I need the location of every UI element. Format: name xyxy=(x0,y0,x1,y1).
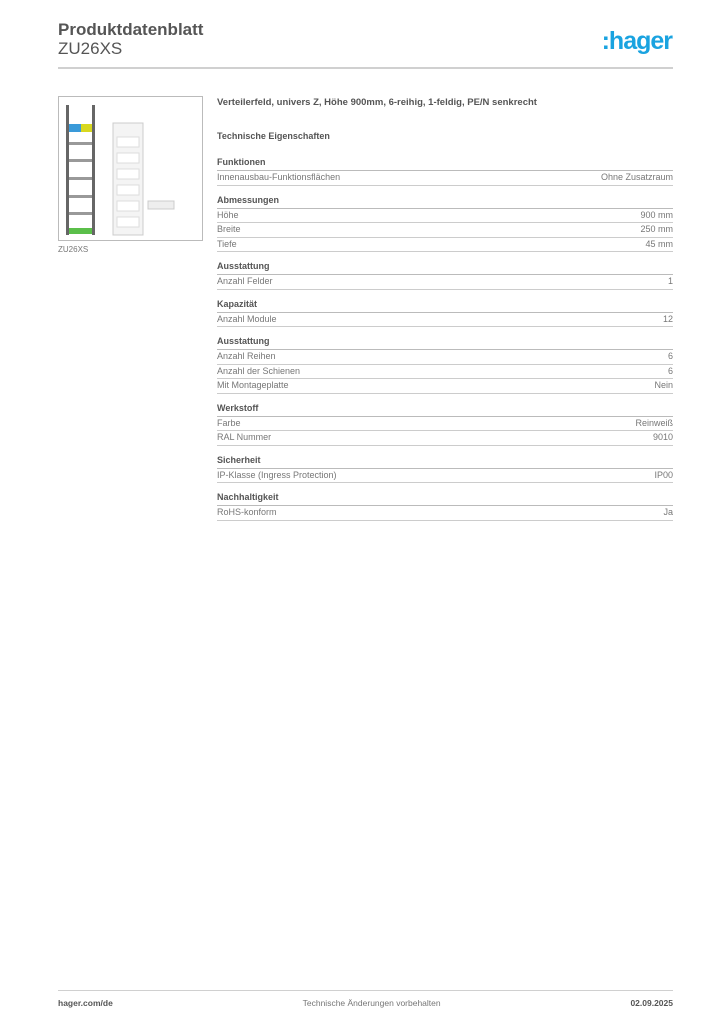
property-value: 1 xyxy=(667,276,673,286)
section-3: Kapazität Anzahl Module 12 xyxy=(217,299,673,327)
section-7: Nachhaltigkeit RoHS-konform Ja xyxy=(217,492,673,521)
tech-heading: Technische Eigenschaften xyxy=(217,131,330,141)
section-title: Werkstoff xyxy=(217,403,673,417)
property-row: Anzahl der Schienen 6 xyxy=(217,365,673,379)
property-label: IP-Klasse (Ingress Protection) xyxy=(217,469,337,480)
property-value: 6 xyxy=(667,351,673,361)
section-title: Sicherheit xyxy=(217,455,673,469)
property-row: Anzahl Reihen 6 xyxy=(217,350,673,365)
property-label: Mit Montageplatte xyxy=(217,380,289,390)
section-title: Funktionen xyxy=(217,157,673,171)
property-row: Anzahl Module 12 xyxy=(217,313,673,327)
section-title: Nachhaltigkeit xyxy=(217,492,673,506)
section-6: Sicherheit IP-Klasse (Ingress Protection)… xyxy=(217,455,673,483)
property-row: Farbe Reinweiß xyxy=(217,417,673,431)
property-row: Höhe 900 mm xyxy=(217,209,673,223)
property-label: RoHS-konform xyxy=(217,507,277,517)
property-value: Reinweiß xyxy=(635,417,673,428)
property-label: Breite xyxy=(217,224,241,234)
property-value: Ja xyxy=(663,507,673,517)
property-value: 45 mm xyxy=(645,238,673,249)
property-row: Mit Montageplatte Nein xyxy=(217,379,673,394)
section-0: Funktionen Innenausbau-Funktionsflächen Oh… xyxy=(217,157,673,186)
property-row: Breite 250 mm xyxy=(217,223,673,238)
product-details: Verteilerfeld, univers Z, Höhe 900mm, 6-… xyxy=(217,97,673,530)
page-title: Produktdatenblatt xyxy=(58,20,204,39)
property-value: 900 mm xyxy=(640,209,673,220)
property-value: 250 mm xyxy=(640,224,673,234)
footer-date: 02.09.2025 xyxy=(630,998,673,1008)
footer-website[interactable]: hager.com/de xyxy=(58,998,113,1008)
property-label: Farbe xyxy=(217,417,241,428)
hager-logo: :hager xyxy=(601,27,673,55)
section-title: Kapazität xyxy=(217,299,673,313)
product-description: Verteilerfeld, univers Z, Höhe 900mm, 6-… xyxy=(217,97,537,108)
section-1: Abmessungen Höhe 900 mm Breite 250 mm Tiefe 45… xyxy=(217,195,673,252)
property-row: Anzahl Felder 1 xyxy=(217,275,673,290)
property-row: RAL Nummer 9010 xyxy=(217,431,673,446)
footer-divider xyxy=(58,990,673,991)
image-caption: ZU26XS xyxy=(58,245,89,254)
section-title: Abmessungen xyxy=(217,195,673,209)
property-label: Innenausbau-Funktionsflächen xyxy=(217,172,341,182)
property-label: Anzahl Module xyxy=(217,313,277,324)
section-title: Ausstattung xyxy=(217,336,673,350)
property-label: Höhe xyxy=(217,209,239,220)
property-value: Ohne Zusatzraum xyxy=(600,172,673,182)
section-title: Ausstattung xyxy=(217,261,673,275)
property-row: Tiefe 45 mm xyxy=(217,238,673,252)
property-value: 12 xyxy=(662,313,673,324)
property-row: IP-Klasse (Ingress Protection) IP00 xyxy=(217,469,673,483)
product-code: ZU26XS xyxy=(58,39,123,58)
property-label: Anzahl Felder xyxy=(217,276,273,286)
property-row: Innenausbau-Funktionsflächen Ohne Zusatzr… xyxy=(217,171,673,186)
footer: hager.com/de Technische Änderungen vorbe… xyxy=(58,998,673,1008)
section-2: Ausstattung Anzahl Felder 1 xyxy=(217,261,673,290)
footer-notice: Technische Änderungen vorbehalten xyxy=(302,998,441,1008)
section-4: Ausstattung Anzahl Reihen 6 Anzahl der Schi… xyxy=(217,336,673,394)
property-value: 6 xyxy=(667,365,673,376)
section-5: Werkstoff Farbe Reinweiß RAL Nummer 9010 xyxy=(217,403,673,446)
product-image xyxy=(58,96,203,241)
property-label: Tiefe xyxy=(217,238,237,249)
header-divider xyxy=(58,67,673,69)
property-value: IP00 xyxy=(654,469,673,480)
property-value: 9010 xyxy=(652,432,673,442)
property-label: RAL Nummer xyxy=(217,432,272,442)
property-value: Nein xyxy=(654,380,673,390)
property-label: Anzahl der Schienen xyxy=(217,365,301,376)
property-row: RoHS-konform Ja xyxy=(217,506,673,521)
property-label: Anzahl Reihen xyxy=(217,351,276,361)
